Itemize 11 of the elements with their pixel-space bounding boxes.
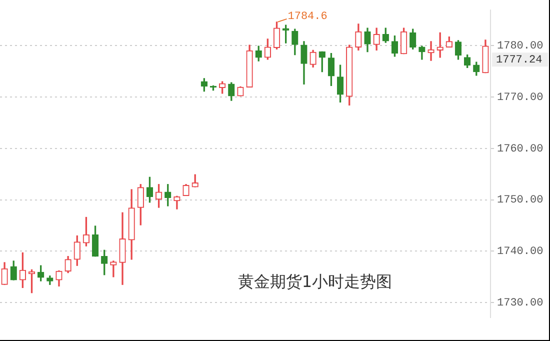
y-tick-label: 1760.00 [497,143,544,156]
y-tick-label: 1730.00 [497,297,544,310]
y-tick-label: 1780.00 [497,40,544,52]
y-tick-label: 1750.00 [497,194,544,207]
candlestick [110,260,117,278]
y-tick-label: 1770.00 [497,92,544,104]
annotation: 黄金期货1小时走势图 [238,272,392,292]
y-tick-label: 1740.00 [497,246,544,258]
annotation: 1784.6 [288,10,328,23]
candlestick [428,41,434,61]
text: 1777.24 [496,54,543,66]
